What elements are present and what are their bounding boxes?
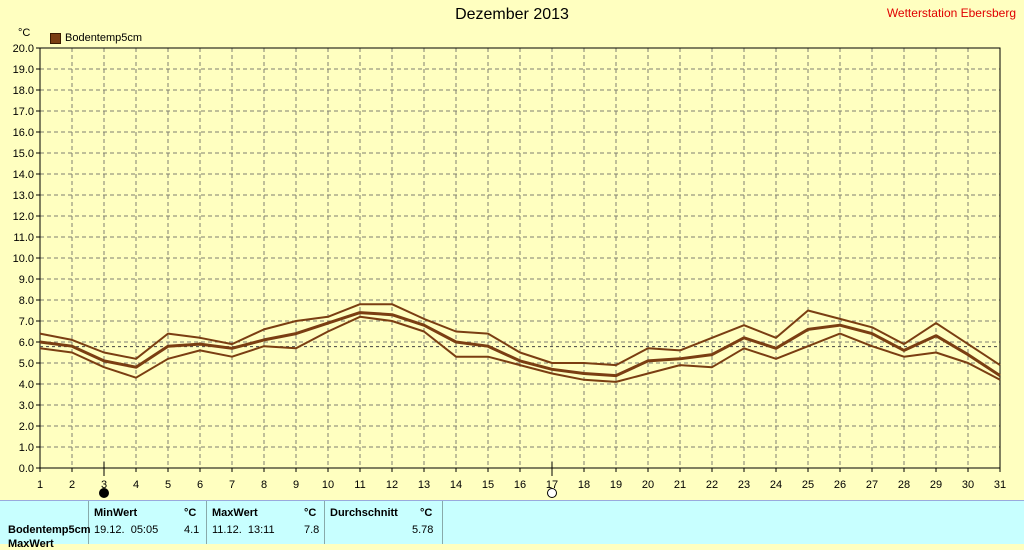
legend-label: Bodentemp5cm bbox=[65, 32, 143, 44]
x-tick-label: 7 bbox=[229, 479, 235, 491]
x-tick-label: 29 bbox=[930, 479, 942, 491]
stats-max-value: 7.8 bbox=[304, 524, 320, 536]
x-tick-label: 23 bbox=[738, 479, 750, 491]
y-tick-label: 1.0 bbox=[19, 442, 34, 454]
y-tick-label: 19.0 bbox=[13, 64, 34, 76]
series-line-max bbox=[39, 303, 1001, 367]
stats-min-value: 4.1 bbox=[184, 524, 200, 536]
stats-max-unit: °C bbox=[304, 507, 317, 519]
stats-min-date: 19.12. 05:05 bbox=[94, 524, 159, 536]
x-tick-label: 17 bbox=[546, 479, 558, 491]
x-tick-label: 19 bbox=[610, 479, 622, 491]
y-tick-label: 9.0 bbox=[19, 274, 34, 286]
y-tick-label: 5.0 bbox=[19, 358, 34, 370]
series-line-avg bbox=[39, 311, 1001, 378]
y-tick-label: 7.0 bbox=[19, 316, 34, 328]
chart-title: Dezember 2013 bbox=[455, 6, 569, 23]
statistics-panel: Bodentemp5cm MaxWert MinWert °C 19.12. 0… bbox=[0, 500, 1024, 550]
stats-max-header: MaxWert bbox=[212, 507, 258, 519]
legend: Bodentemp5cm bbox=[50, 32, 142, 44]
stats-max-date: 11.12. 13:11 bbox=[212, 524, 275, 536]
y-tick-label: 2.0 bbox=[19, 421, 34, 433]
stats-avg-header: Durchschnitt bbox=[330, 507, 398, 519]
x-tick-label: 8 bbox=[261, 479, 267, 491]
x-tick-label: 24 bbox=[770, 479, 782, 491]
y-tick-label: 16.0 bbox=[13, 127, 34, 139]
y-tick-label: 13.0 bbox=[13, 190, 34, 202]
x-tick-label: 22 bbox=[706, 479, 718, 491]
y-tick-label: 8.0 bbox=[19, 295, 34, 307]
series-line-min bbox=[39, 315, 1001, 383]
stats-max-cell: MaxWert °C 11.12. 13:11 7.8 bbox=[206, 501, 325, 544]
x-tick-label: 18 bbox=[578, 479, 590, 491]
new-moon-icon bbox=[99, 488, 109, 498]
y-tick-label: 14.0 bbox=[13, 169, 34, 181]
y-axis-unit: °C bbox=[18, 27, 31, 39]
x-tick-label: 15 bbox=[482, 479, 494, 491]
x-tick-label: 2 bbox=[69, 479, 75, 491]
stats-row-label: Bodentemp5cm bbox=[8, 524, 91, 536]
y-tick-label: 18.0 bbox=[13, 85, 34, 97]
x-tick-label: 26 bbox=[834, 479, 846, 491]
temperature-chart: 0.01.02.03.04.05.06.07.08.09.010.011.012… bbox=[13, 43, 1006, 498]
y-tick-label: 20.0 bbox=[13, 43, 34, 55]
plot-frame bbox=[39, 47, 1001, 469]
y-tick-label: 10.0 bbox=[13, 253, 34, 265]
stats-min-unit: °C bbox=[184, 507, 197, 519]
x-tick-label: 16 bbox=[514, 479, 526, 491]
x-tick-label: 21 bbox=[674, 479, 686, 491]
y-tick-label: 4.0 bbox=[19, 379, 34, 391]
x-tick-label: 3 bbox=[101, 479, 107, 491]
y-tick-label: 0.0 bbox=[19, 463, 34, 475]
x-tick-label: 5 bbox=[165, 479, 171, 491]
x-tick-label: 28 bbox=[898, 479, 910, 491]
stats-min-cell: MinWert °C 19.12. 05:05 4.1 bbox=[88, 501, 207, 544]
stats-avg-value: 5.78 bbox=[412, 524, 434, 536]
y-tick-label: 15.0 bbox=[13, 148, 34, 160]
x-tick-label: 9 bbox=[293, 479, 299, 491]
legend-swatch bbox=[50, 32, 61, 44]
x-tick-label: 27 bbox=[866, 479, 878, 491]
x-tick-label: 10 bbox=[322, 479, 334, 491]
stats-avg-cell: Durchschnitt °C 5.78 bbox=[324, 501, 443, 544]
x-tick-label: 12 bbox=[386, 479, 398, 491]
x-tick-label: 20 bbox=[642, 479, 654, 491]
y-tick-label: 12.0 bbox=[13, 211, 34, 223]
x-tick-label: 13 bbox=[418, 479, 430, 491]
x-tick-label: 30 bbox=[962, 479, 974, 491]
x-tick-label: 14 bbox=[450, 479, 462, 491]
full-moon-icon bbox=[547, 488, 557, 498]
y-tick-label: 17.0 bbox=[13, 106, 34, 118]
stats-avg-unit: °C bbox=[420, 507, 433, 519]
y-tick-label: 6.0 bbox=[19, 337, 34, 349]
y-tick-label: 3.0 bbox=[19, 400, 34, 412]
x-tick-label: 6 bbox=[197, 479, 203, 491]
x-tick-label: 11 bbox=[354, 479, 365, 491]
station-name: Wetterstation Ebersberg bbox=[886, 6, 1016, 20]
x-tick-label: 31 bbox=[994, 479, 1006, 491]
stats-row-label-cell: Bodentemp5cm MaxWert bbox=[0, 501, 91, 550]
stats-min-header: MinWert bbox=[94, 507, 138, 519]
x-tick-label: 4 bbox=[133, 479, 139, 491]
stats-next-row-label: MaxWert bbox=[8, 538, 54, 550]
x-tick-label: 1 bbox=[37, 479, 43, 491]
x-tick-label: 25 bbox=[802, 479, 814, 491]
y-tick-label: 11.0 bbox=[13, 232, 34, 244]
